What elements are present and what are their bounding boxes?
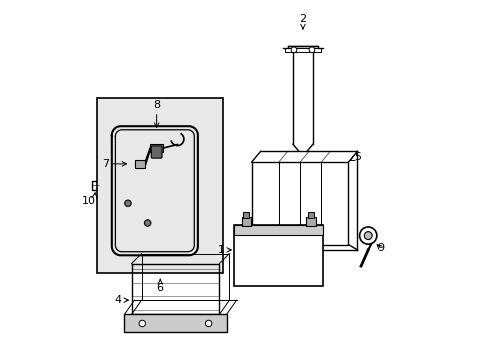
Text: 8: 8 (153, 100, 160, 127)
Bar (307, 212, 313, 218)
Text: 4: 4 (115, 295, 128, 305)
Circle shape (364, 231, 371, 239)
Text: 2: 2 (299, 14, 306, 29)
Circle shape (359, 227, 376, 244)
Bar (124, 315, 226, 332)
Bar (135, 159, 145, 168)
Bar (233, 225, 323, 235)
Text: 7: 7 (102, 159, 126, 169)
Bar (305, 217, 315, 226)
Text: 10: 10 (81, 196, 95, 206)
Circle shape (308, 47, 314, 53)
Circle shape (124, 200, 131, 207)
Bar (241, 217, 250, 226)
Text: 6: 6 (157, 279, 163, 293)
Bar (233, 225, 323, 286)
Circle shape (205, 320, 211, 327)
Text: 9: 9 (376, 243, 384, 253)
FancyBboxPatch shape (151, 146, 162, 158)
Text: 3: 3 (267, 227, 277, 238)
Circle shape (290, 47, 296, 53)
Bar (150, 144, 163, 152)
Text: 5: 5 (349, 152, 360, 162)
Text: 1: 1 (217, 245, 231, 255)
Circle shape (144, 220, 151, 226)
Bar (243, 212, 249, 218)
Circle shape (139, 320, 145, 327)
Bar (97, 98, 223, 273)
